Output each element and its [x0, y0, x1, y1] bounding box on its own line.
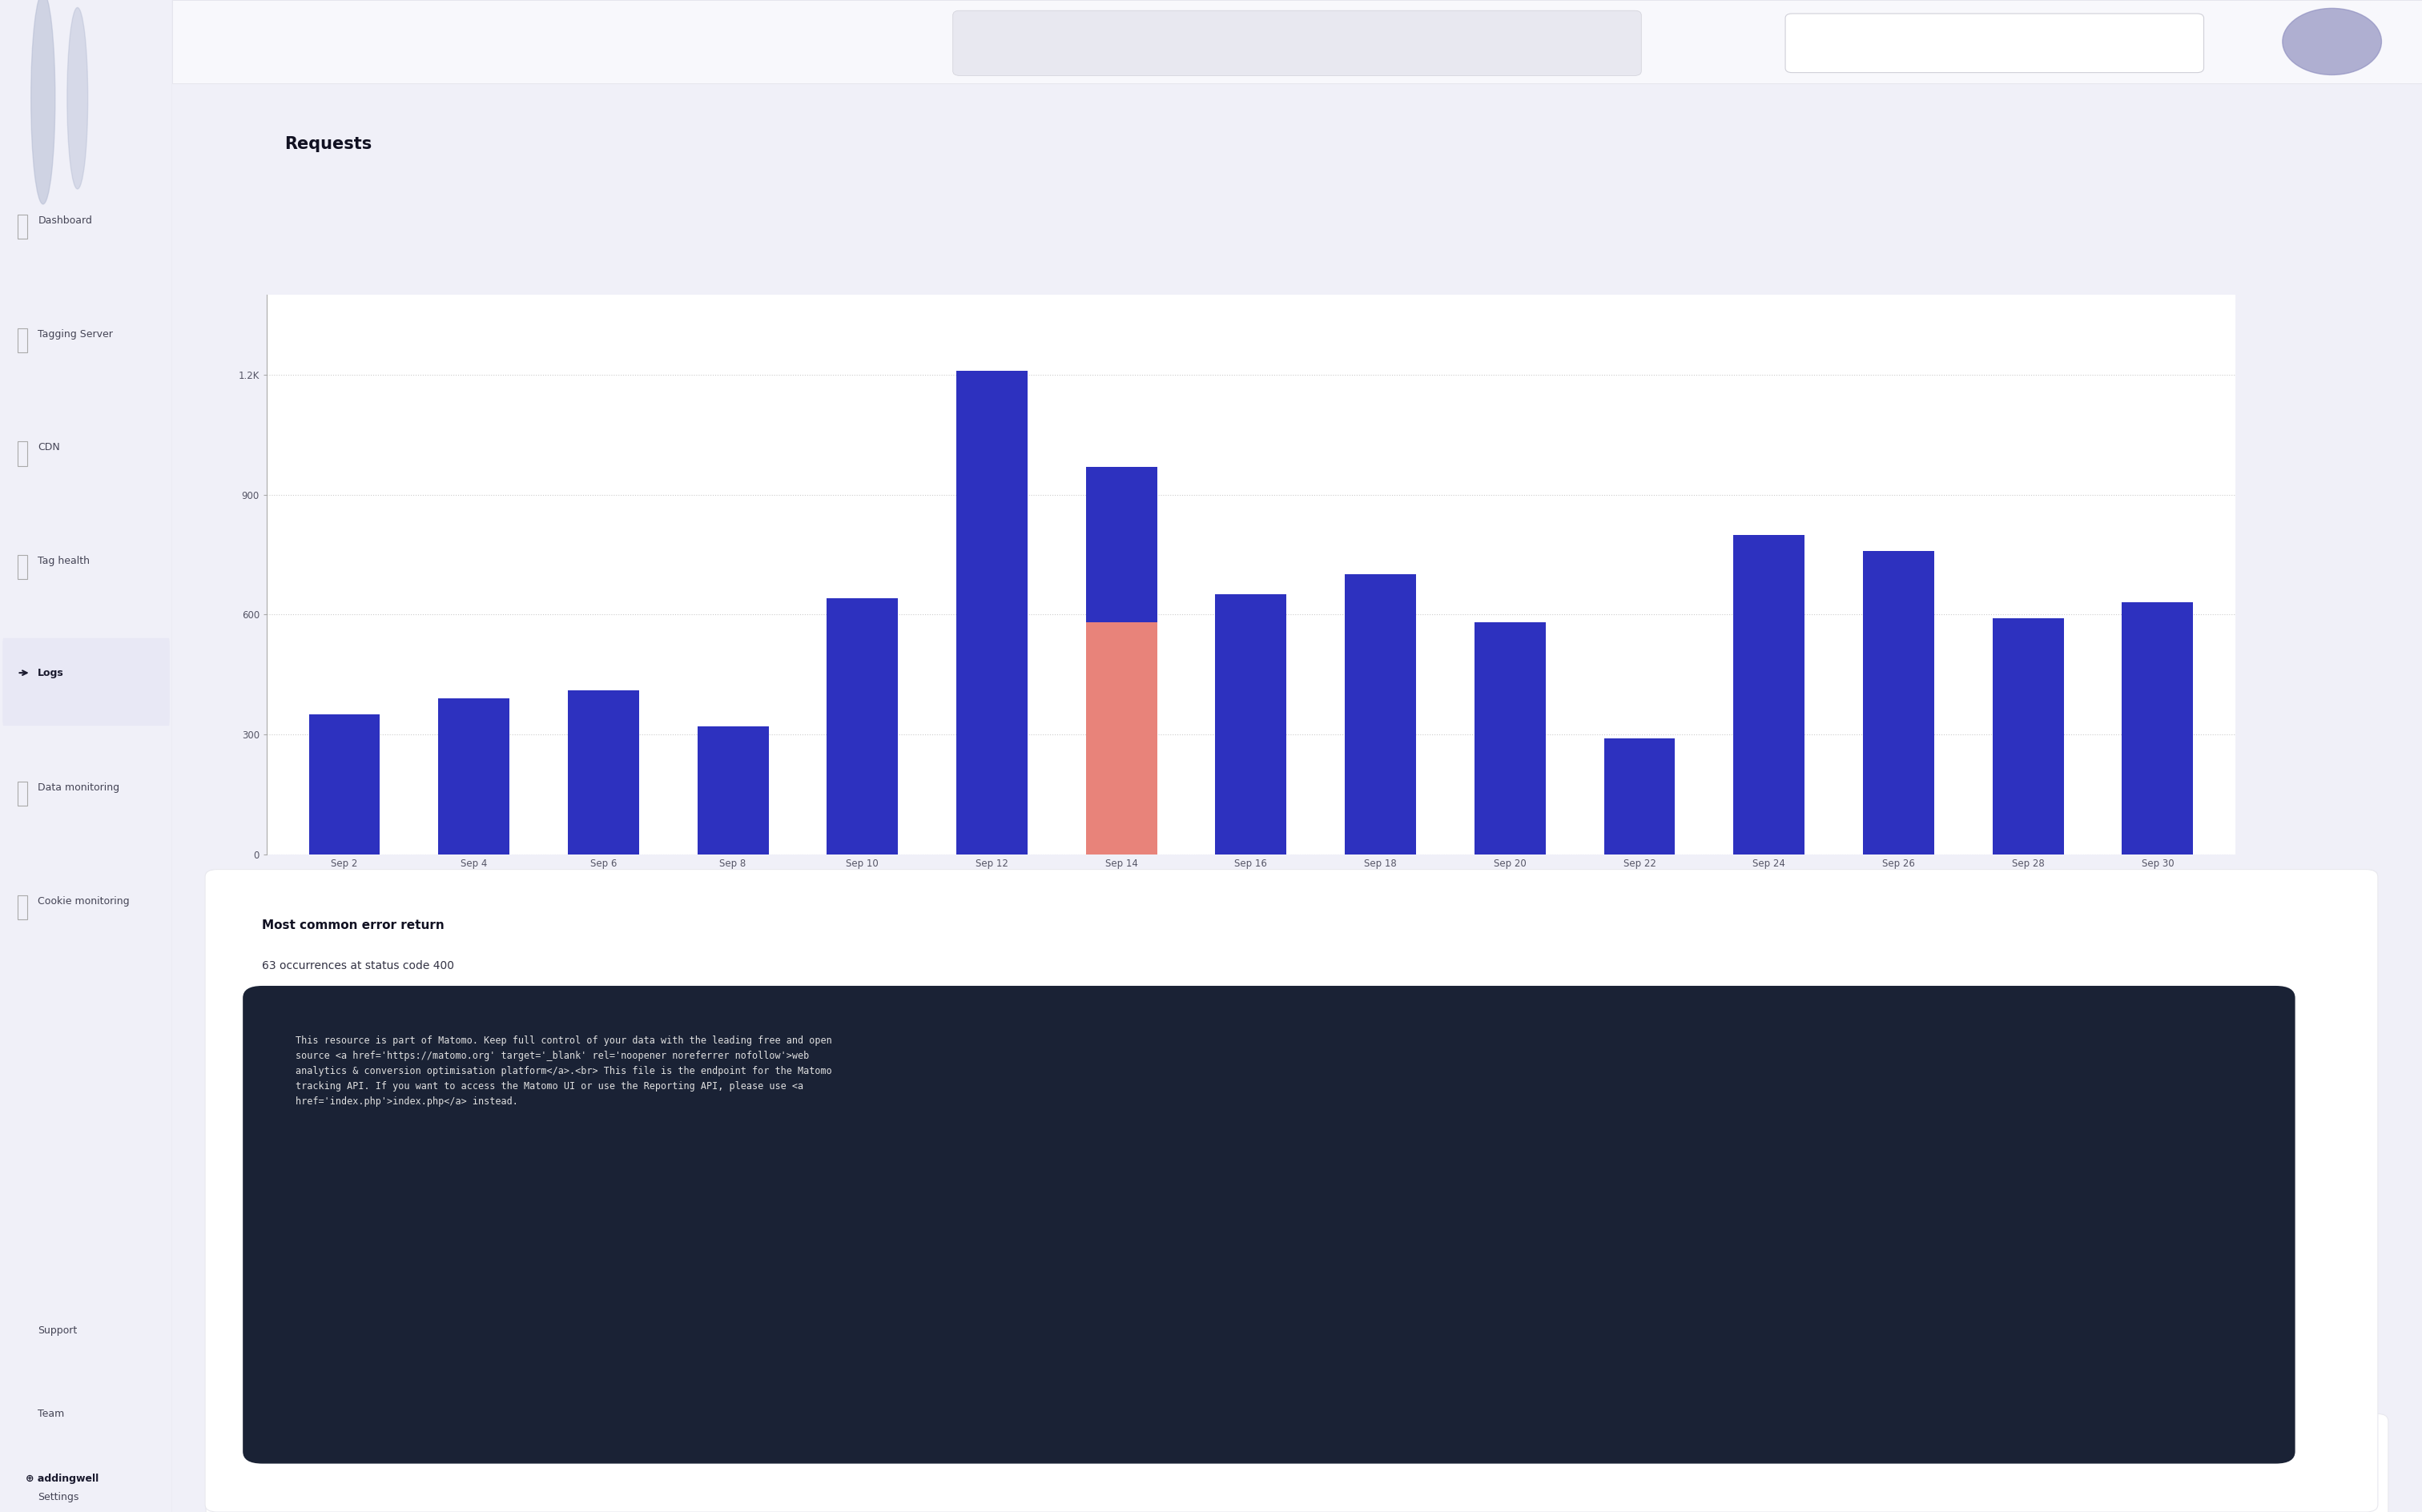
FancyBboxPatch shape	[952, 11, 1642, 76]
Text: This resource is part of Matomo. Keep full control of your data with the leading: This resource is part of Matomo. Keep fu…	[295, 1036, 833, 1107]
Circle shape	[2282, 8, 2381, 74]
Text: Tag health: Tag health	[39, 556, 90, 565]
Text: Dashboard: Dashboard	[39, 216, 92, 225]
Bar	[308, 715, 380, 854]
Text: Cookie monitoring: Cookie monitoring	[39, 897, 131, 906]
Bar	[1863, 550, 1935, 854]
FancyBboxPatch shape	[172, 0, 2422, 83]
Text: Logs: Logs	[39, 668, 63, 677]
Legend: 2xx, 4xx: 2xx, 4xx	[1209, 931, 1293, 950]
Bar	[17, 442, 27, 466]
Text: Tagging Server: Tagging Server	[39, 330, 114, 339]
Bar	[1344, 575, 1417, 854]
Bar	[1734, 535, 1804, 854]
Bar	[957, 370, 1027, 854]
Text: ⊕ addingwell: ⊕ addingwell	[27, 1474, 99, 1483]
Bar	[438, 699, 509, 854]
Bar	[826, 599, 899, 854]
Text: CDN: CDN	[39, 443, 61, 452]
Bar	[1993, 618, 2064, 854]
Bar	[17, 895, 27, 919]
Bar	[567, 691, 639, 854]
Bar	[1216, 594, 1286, 854]
Bar	[2122, 602, 2194, 854]
Text: Support: Support	[39, 1326, 78, 1335]
Bar	[1085, 467, 1158, 854]
Text: 63 occurrences at status code 400: 63 occurrences at status code 400	[262, 960, 455, 971]
FancyBboxPatch shape	[1785, 14, 2204, 73]
Bar	[1603, 738, 1676, 854]
Circle shape	[68, 8, 87, 189]
Text: Most common error return: Most common error return	[262, 919, 446, 931]
Bar	[698, 726, 768, 854]
Bar	[1085, 623, 1158, 854]
Text: Data monitoring: Data monitoring	[39, 783, 119, 792]
Text: Requests: Requests	[286, 136, 373, 153]
FancyBboxPatch shape	[2, 638, 170, 726]
Circle shape	[31, 0, 56, 204]
Bar	[17, 328, 27, 352]
Text: Settings: Settings	[39, 1492, 80, 1501]
FancyBboxPatch shape	[206, 1414, 2388, 1512]
Bar	[17, 215, 27, 239]
Bar	[1475, 623, 1545, 854]
Bar	[17, 555, 27, 579]
Bar	[17, 782, 27, 806]
Text: Team: Team	[39, 1409, 65, 1418]
